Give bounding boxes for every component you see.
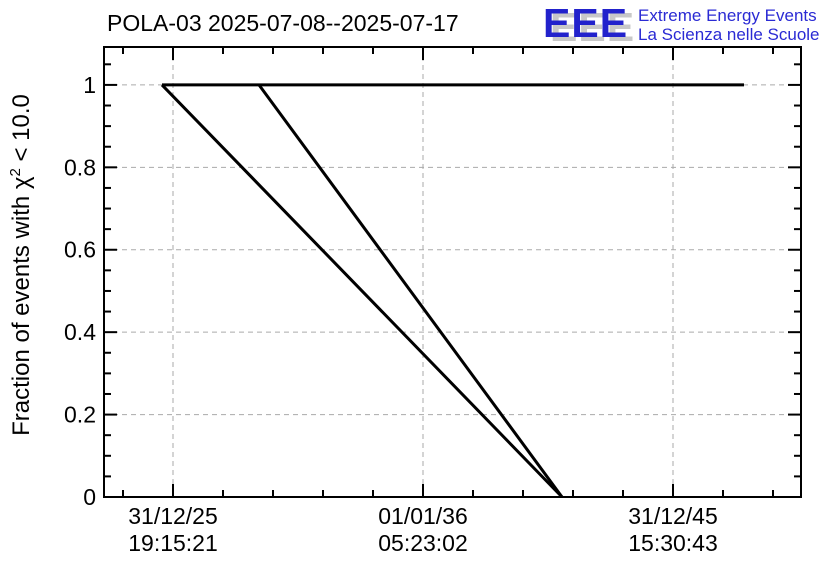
- y-tick-label: 0.8: [64, 154, 96, 180]
- x-tick-label-time: 15:30:43: [628, 530, 718, 556]
- data-line-fraction-late-decline: [257, 84, 564, 498]
- x-tick-label-time: 19:15:21: [128, 530, 218, 556]
- eee-logo-line2: La Scienza nelle Scuole: [638, 25, 820, 44]
- y-tick-label: 0.6: [64, 237, 96, 263]
- y-tick-label: 0: [83, 484, 96, 510]
- y-tick-label: 0.2: [64, 402, 96, 428]
- plot-title: POLA-03 2025-07-08--2025-07-17: [107, 10, 459, 36]
- data-line-fraction-early-decline: [160, 83, 564, 499]
- eee-logo-acronym: EEE: [543, 0, 629, 46]
- eee-logo-text: Extreme Energy Events La Scienza nelle S…: [638, 6, 819, 44]
- eee-logo-line1: Extreme Energy Events: [638, 6, 817, 25]
- x-tick-label-time: 05:23:02: [378, 530, 468, 556]
- plot-frame: [103, 46, 802, 498]
- eee-logo: EEE Extreme Energy Events La Scienza nel…: [543, 0, 820, 46]
- x-tick-label-date: 31/12/45: [628, 503, 718, 529]
- x-tick-label-date: 01/01/36: [378, 503, 468, 529]
- y-tick-label: 0.4: [64, 319, 96, 345]
- y-tick-label: 1: [83, 72, 96, 98]
- x-tick-label-date: 31/12/25: [128, 503, 218, 529]
